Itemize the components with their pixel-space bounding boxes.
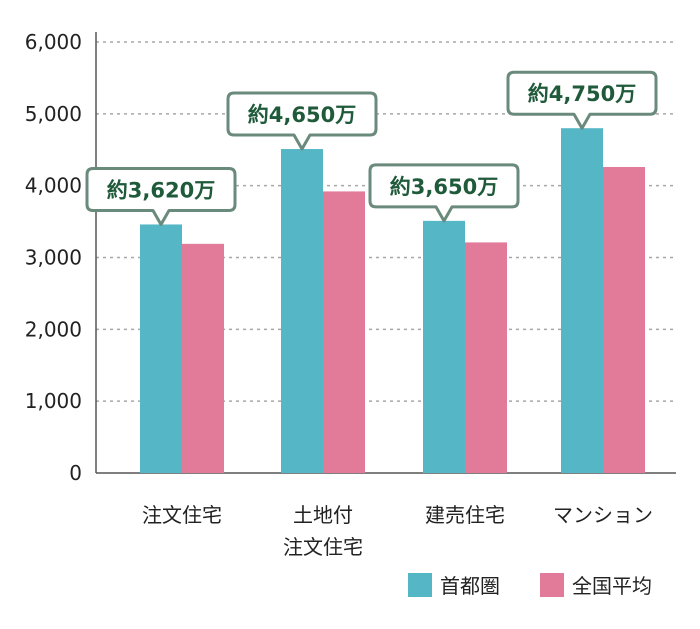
legend-swatch-shutoken xyxy=(408,573,432,597)
y-tick-label: 3,000 xyxy=(25,246,82,270)
callout-label: 約3,620万 xyxy=(107,178,215,202)
callout-box xyxy=(368,163,520,223)
callout-box xyxy=(85,166,237,226)
callout-label: 約4,750万 xyxy=(528,82,636,106)
x-category-label: 注文住宅 xyxy=(283,535,363,559)
bar-shutoken xyxy=(561,128,603,473)
callout-label: 約3,650万 xyxy=(390,175,498,199)
bar-zenkoku xyxy=(603,166,645,474)
y-tick-label: 2,000 xyxy=(25,317,82,341)
callout-label: 約4,650万 xyxy=(248,103,356,127)
x-category-label: 注文住宅 xyxy=(142,503,222,527)
bar-zenkoku xyxy=(323,191,365,473)
x-category-label: 建売住宅 xyxy=(425,503,505,527)
legend-label-shutoken: 首都圏 xyxy=(440,574,500,598)
bar-shutoken xyxy=(140,224,182,473)
y-tick-label: 1,000 xyxy=(25,389,82,413)
bar-shutoken xyxy=(423,220,465,473)
x-category-label: マンション xyxy=(553,503,653,527)
y-tick-label: 5,000 xyxy=(25,102,82,126)
x-category-label: 土地付 xyxy=(293,503,353,527)
callout-box xyxy=(506,70,658,130)
y-tick-label: 6,000 xyxy=(25,30,82,54)
y-tick-label: 4,000 xyxy=(25,174,82,198)
bar-zenkoku xyxy=(182,243,224,473)
legend-label-zenkoku: 全国平均 xyxy=(572,574,652,598)
bar-zenkoku xyxy=(465,242,507,473)
legend-swatch-zenkoku xyxy=(540,573,564,597)
callout-box xyxy=(226,91,378,151)
bar-shutoken xyxy=(281,149,323,473)
y-tick-label: 0 xyxy=(69,461,82,485)
